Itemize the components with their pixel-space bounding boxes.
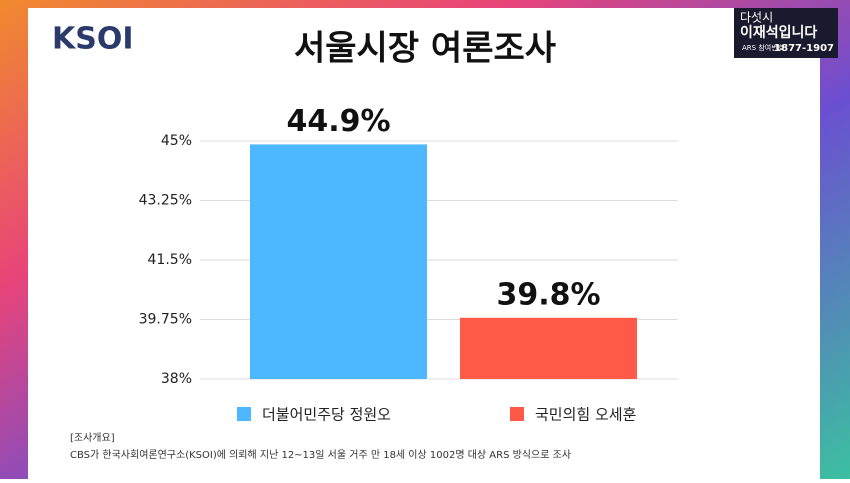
legend-label: 더불어민주당 정원오 — [262, 406, 391, 424]
show-badge — [734, 8, 838, 58]
phone-label: ARS 참여번호 — [742, 43, 785, 52]
legend-swatch — [237, 407, 251, 421]
y-tick-label: 38% — [161, 371, 192, 387]
logo: KSOI — [52, 22, 134, 57]
phone: 1877-1907 — [774, 43, 834, 54]
legend-swatch — [510, 407, 524, 421]
y-tick-label: 45% — [161, 133, 192, 149]
note: [조사개요] — [70, 432, 115, 444]
y-tick-label: 39.75% — [139, 312, 192, 328]
show-name: 이재석입니다 — [740, 24, 817, 41]
value-label: 44.9% — [286, 104, 390, 139]
value-label: 39.8% — [496, 277, 600, 312]
show-name: 다섯시 — [740, 11, 773, 25]
chart-title: 서울시장 여론조사 — [294, 29, 556, 69]
y-tick-label: 41.5% — [148, 252, 192, 268]
bar — [250, 144, 427, 379]
note: CBS가 한국사회여론연구소(KSOI)에 의뢰해 지난 12~13일 서울 거… — [70, 448, 571, 461]
legend-label: 국민의힘 오세훈 — [535, 406, 636, 424]
y-tick-label: 43.25% — [139, 193, 192, 209]
bar — [460, 317, 637, 379]
